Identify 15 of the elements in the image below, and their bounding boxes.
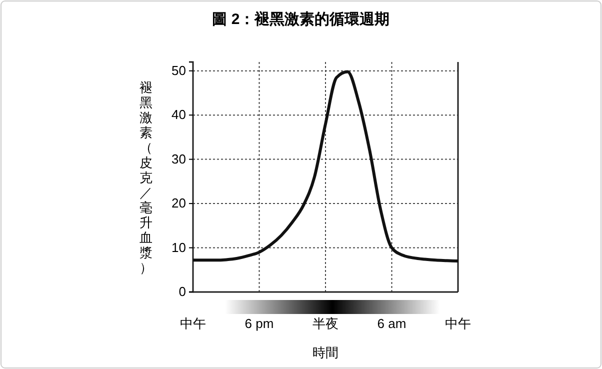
y-tick-label: 40 [172, 107, 186, 122]
x-axis-title: 時間 [312, 345, 338, 360]
line-series [192, 70, 460, 263]
x-tick-label: 中午 [180, 316, 206, 332]
chart-title: 圖 2：褪黑激素的循環週期 [212, 10, 390, 28]
x-tick-label: 半夜 [312, 316, 338, 332]
x-tick-label: 中午 [445, 316, 471, 332]
y-tick-label: 20 [172, 196, 186, 211]
x-tick-label: 6 pm [244, 316, 274, 332]
y-tick-label: 10 [172, 240, 186, 255]
x-tick-label: 6 am [377, 316, 406, 332]
y-tick-label: 30 [172, 151, 186, 166]
y-tick-label: 0 [178, 284, 186, 300]
y-tick-label: 50 [172, 63, 186, 78]
text: 褪黑激素（皮克／毫升血漿） [140, 80, 152, 275]
